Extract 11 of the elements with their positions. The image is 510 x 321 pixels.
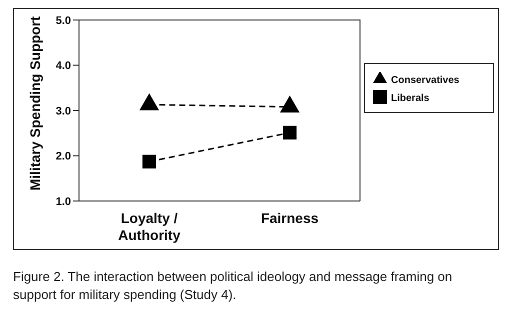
y-tick-label: 1.0 [56, 196, 71, 208]
x-tick-label: Fairness [260, 210, 319, 226]
y-tick-label: 4.0 [56, 60, 71, 72]
y-axis-title: Military Spending Support [26, 16, 43, 190]
y-tick-label: 2.0 [56, 150, 71, 163]
y-tick-label: 3.0 [56, 105, 71, 118]
x-tick-label: Loyalty / Authority [118, 210, 181, 243]
caption: Figure 2. The interaction between political ideology and message framing on support for military spending (Study 4). [13, 268, 453, 304]
legend-label: Conservatives [391, 75, 460, 86]
y-tick-label: 5.0 [56, 14, 71, 27]
legend-label: Liberals [391, 93, 430, 104]
